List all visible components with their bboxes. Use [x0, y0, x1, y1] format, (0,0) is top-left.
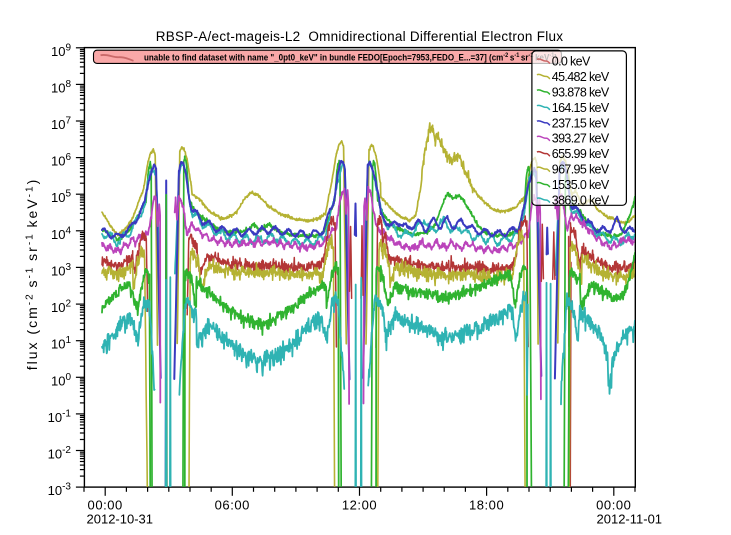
- svg-text:18:00: 18:00: [469, 498, 504, 513]
- svg-text:655.99 keV: 655.99 keV: [552, 147, 610, 161]
- svg-text:3869.0 keV: 3869.0 keV: [552, 194, 610, 208]
- svg-text:2012-10-31: 2012-10-31: [87, 512, 154, 527]
- svg-text:unable to find dataset with na: unable to find dataset with name "_0pt0_…: [144, 52, 557, 63]
- svg-text:164.15 keV: 164.15 keV: [552, 101, 610, 115]
- svg-text:00:00: 00:00: [88, 498, 123, 513]
- svg-text:06:00: 06:00: [215, 498, 250, 513]
- svg-text:00:00: 00:00: [596, 498, 631, 513]
- svg-text:flux (cm-2 s-1 sr-1 keV-1): flux (cm-2 s-1 sr-1 keV-1): [24, 178, 40, 371]
- svg-text:393.27 keV: 393.27 keV: [552, 132, 610, 146]
- svg-text:45.482 keV: 45.482 keV: [552, 70, 610, 84]
- svg-text:0.0 keV: 0.0 keV: [552, 55, 591, 69]
- svg-text:93.878 keV: 93.878 keV: [552, 85, 610, 99]
- svg-text:RBSP-A/ect-mageis-L2 Omnidire: RBSP-A/ect-mageis-L2 Omnidirectional Dif…: [156, 29, 563, 44]
- svg-text:12:00: 12:00: [342, 498, 377, 513]
- svg-text:967.95 keV: 967.95 keV: [552, 163, 610, 177]
- svg-text:237.15 keV: 237.15 keV: [552, 116, 610, 130]
- svg-text:2012-11-01: 2012-11-01: [597, 512, 663, 527]
- svg-text:1535.0 keV: 1535.0 keV: [552, 178, 610, 192]
